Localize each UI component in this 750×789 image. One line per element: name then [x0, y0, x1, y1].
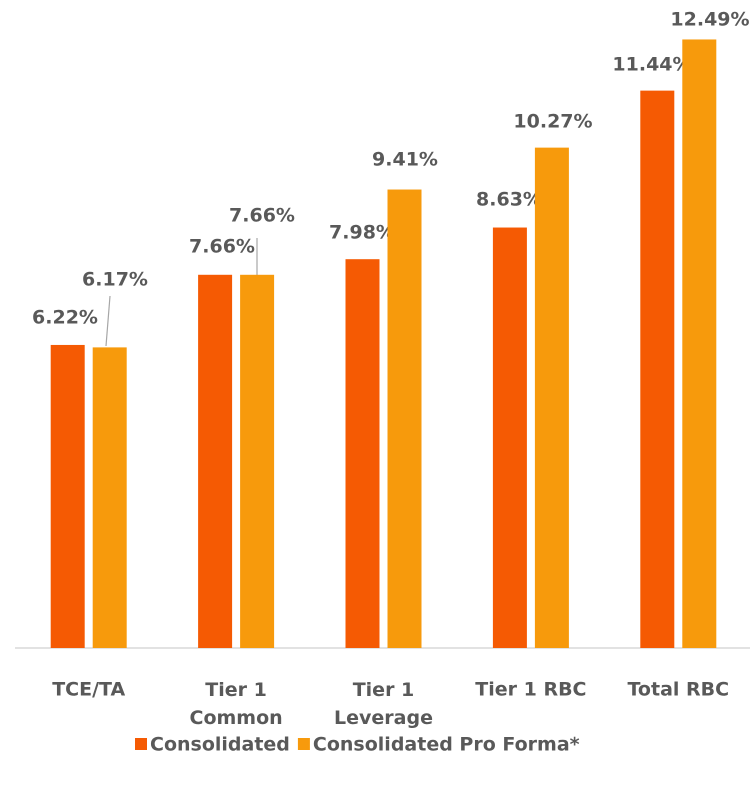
data-label: 12.49%	[670, 9, 749, 31]
legend-swatch	[297, 738, 310, 750]
x-tick-label: TCE/TA	[52, 679, 125, 701]
data-label: 7.98%	[329, 222, 395, 244]
legend-swatch	[135, 738, 147, 750]
bar	[534, 147, 569, 648]
data-label: 10.27%	[513, 111, 592, 133]
bar	[198, 274, 233, 648]
bar	[492, 227, 527, 648]
bar	[640, 90, 675, 648]
bar	[387, 189, 422, 648]
x-tick-label: Total RBC	[628, 679, 730, 701]
bar	[345, 259, 380, 648]
x-tick-label: Tier 1 RBC	[475, 679, 586, 701]
data-label: 9.41%	[372, 149, 438, 171]
data-label: 8.63%	[476, 189, 542, 211]
legend-label: Consolidated	[150, 734, 290, 756]
leader-line	[105, 295, 111, 347]
data-label: 7.66%	[189, 236, 255, 258]
data-label: 11.44%	[612, 54, 691, 76]
bar	[92, 347, 127, 648]
bar	[240, 274, 275, 648]
x-tick-label: Tier 1 Leverage	[334, 679, 433, 729]
bar	[682, 39, 717, 648]
data-label: 7.66%	[229, 205, 295, 227]
bar	[50, 344, 85, 648]
data-label: 6.17%	[82, 269, 148, 291]
x-tick-label: Tier 1 Common	[190, 679, 283, 729]
data-label: 6.22%	[32, 307, 98, 329]
legend-label: Consolidated Pro Forma*	[313, 734, 580, 756]
